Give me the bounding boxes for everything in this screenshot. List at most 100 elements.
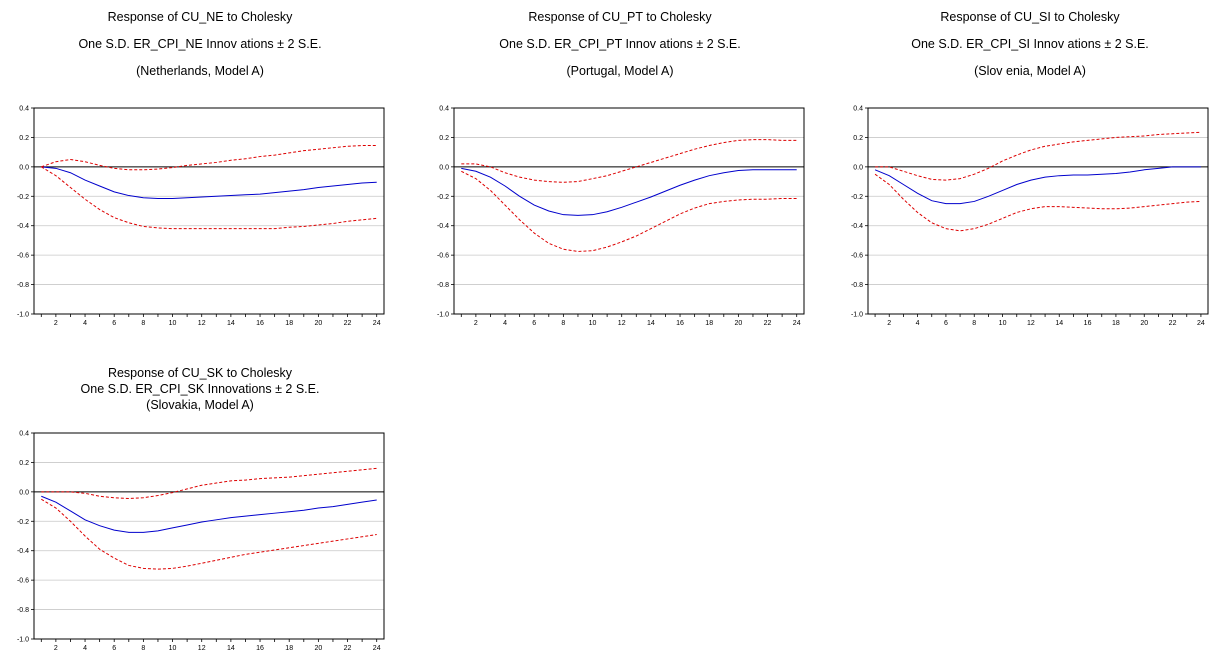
y-tick-label: -1.0 bbox=[17, 312, 29, 319]
x-tick-label: 6 bbox=[944, 320, 948, 327]
y-tick-label: 0.2 bbox=[853, 135, 863, 142]
lower-line bbox=[461, 170, 797, 252]
chart-title-line-2: One S.D. ER_CPI_NE Innov ations ± 2 S.E. bbox=[78, 37, 322, 51]
y-tick-label: -0.6 bbox=[17, 578, 29, 585]
y-tick-label: -0.8 bbox=[17, 282, 29, 289]
x-tick-label: 18 bbox=[1112, 320, 1120, 327]
chart-plot-slovenia: 0.40.20.0-0.2-0.4-0.6-0.8-1.02 4 6 8 10 12 14 1… bbox=[851, 106, 1209, 327]
y-tick-label: 0.2 bbox=[19, 460, 29, 467]
y-tick-label: 0.2 bbox=[439, 135, 449, 142]
y-tick-label: -0.6 bbox=[851, 253, 863, 260]
x-tick-label: 10 bbox=[589, 320, 597, 327]
x-tick-label: 20 bbox=[1140, 320, 1148, 327]
x-tick-label: 6 bbox=[112, 320, 116, 327]
x-tick-label: 10 bbox=[169, 645, 177, 652]
y-tick-label: -0.8 bbox=[437, 282, 449, 289]
response-line bbox=[41, 495, 377, 533]
y-tick-label: -0.8 bbox=[851, 282, 863, 289]
x-tick-label: 12 bbox=[1027, 320, 1035, 327]
x-tick-label: 24 bbox=[1197, 320, 1205, 327]
y-tick-label: 0.0 bbox=[853, 164, 863, 171]
x-tick-label: 2 bbox=[887, 320, 891, 327]
y-tick-label: -0.2 bbox=[17, 519, 29, 526]
x-tick-label: 18 bbox=[705, 320, 713, 327]
x-tick-label: 24 bbox=[373, 645, 381, 652]
response-line bbox=[461, 167, 797, 216]
chart-title-line-1: Response of CU_PT to Cholesky bbox=[528, 10, 712, 24]
y-tick-label: -0.4 bbox=[437, 223, 449, 230]
x-tick-label: 24 bbox=[793, 320, 801, 327]
chart-title-line-3: (Portugal, Model A) bbox=[566, 64, 674, 78]
x-tick-label: 4 bbox=[83, 320, 87, 327]
y-tick-label: 0.0 bbox=[19, 164, 29, 171]
y-tick-label: -0.8 bbox=[17, 607, 29, 614]
y-tick-label: 0.0 bbox=[19, 489, 29, 496]
upper-line bbox=[41, 467, 377, 499]
x-tick-label: 4 bbox=[83, 645, 87, 652]
y-tick-label: 0.4 bbox=[439, 106, 449, 113]
x-tick-label: 14 bbox=[227, 320, 235, 327]
x-tick-label: 22 bbox=[344, 645, 352, 652]
plot-frame bbox=[453, 107, 805, 315]
x-tick-label: 12 bbox=[198, 320, 206, 327]
x-tick-label: 14 bbox=[1055, 320, 1063, 327]
x-tick-label: 24 bbox=[373, 320, 381, 327]
y-tick-label: -1.0 bbox=[17, 637, 29, 644]
chart-title-line-3: (Netherlands, Model A) bbox=[136, 64, 264, 78]
chart-title-line-3: (Slovakia, Model A) bbox=[146, 398, 254, 412]
upper-line bbox=[875, 131, 1201, 181]
upper-line bbox=[41, 145, 377, 171]
chart-plot-slovakia: 0.40.20.0-0.2-0.4-0.6-0.8-1.02 4 6 8 10 12 14 1… bbox=[17, 431, 385, 652]
x-tick-label: 22 bbox=[1169, 320, 1177, 327]
x-tick-label: 16 bbox=[256, 320, 264, 327]
chart-plot-netherlands: 0.40.20.0-0.2-0.4-0.6-0.8-1.02 4 6 8 10 12 14 1… bbox=[17, 106, 385, 327]
y-tick-label: -1.0 bbox=[437, 312, 449, 319]
x-tick-label: 4 bbox=[503, 320, 507, 327]
x-tick-label: 12 bbox=[618, 320, 626, 327]
x-tick-label: 22 bbox=[764, 320, 772, 327]
x-tick-label: 16 bbox=[676, 320, 684, 327]
chart-title-line-1: Response of CU_NE to Cholesky bbox=[107, 10, 293, 24]
chart-title-line-1: Response of CU_SI to Cholesky bbox=[940, 10, 1120, 24]
lower-line bbox=[874, 173, 1201, 232]
y-tick-label: -1.0 bbox=[851, 312, 863, 319]
plot-frame bbox=[33, 107, 385, 315]
response-line bbox=[41, 166, 377, 199]
chart-title-line-3: (Slov enia, Model A) bbox=[974, 64, 1086, 78]
y-tick-label: -0.4 bbox=[851, 223, 863, 230]
x-tick-label: 20 bbox=[314, 645, 322, 652]
x-tick-label: 14 bbox=[227, 645, 235, 652]
lower-line bbox=[41, 166, 377, 230]
y-tick-label: -0.2 bbox=[851, 194, 863, 201]
y-tick-label: 0.0 bbox=[439, 164, 449, 171]
y-tick-label: -0.2 bbox=[437, 194, 449, 201]
x-tick-label: 4 bbox=[916, 320, 920, 327]
x-tick-label: 10 bbox=[999, 320, 1007, 327]
x-tick-label: 8 bbox=[141, 645, 145, 652]
chart-title-line-2: One S.D. ER_CPI_SK Innovations ± 2 S.E. bbox=[80, 382, 320, 396]
y-tick-label: -0.4 bbox=[17, 223, 29, 230]
chart-plot-portugal: 0.40.20.0-0.2-0.4-0.6-0.8-1.02 4 6 8 10 12 14 1… bbox=[437, 106, 805, 327]
lower-line bbox=[41, 498, 377, 570]
y-tick-label: -0.6 bbox=[437, 253, 449, 260]
y-tick-label: 0.2 bbox=[19, 135, 29, 142]
y-tick-label: 0.4 bbox=[19, 431, 29, 438]
y-tick-label: -0.2 bbox=[17, 194, 29, 201]
x-tick-label: 16 bbox=[256, 645, 264, 652]
chart-title-line-1: Response of CU_SK to Cholesky bbox=[107, 366, 293, 380]
y-tick-label: -0.6 bbox=[17, 253, 29, 260]
x-tick-label: 12 bbox=[198, 645, 206, 652]
x-tick-label: 6 bbox=[532, 320, 536, 327]
upper-line bbox=[461, 139, 797, 183]
x-tick-label: 18 bbox=[285, 320, 293, 327]
plot-frame bbox=[33, 432, 385, 640]
x-tick-label: 20 bbox=[734, 320, 742, 327]
x-tick-label: 20 bbox=[314, 320, 322, 327]
x-tick-label: 8 bbox=[141, 320, 145, 327]
plot-frame bbox=[867, 107, 1209, 315]
x-tick-label: 14 bbox=[647, 320, 655, 327]
x-tick-label: 16 bbox=[1084, 320, 1092, 327]
chart-title-line-2: One S.D. ER_CPI_SI Innov ations ± 2 S.E. bbox=[911, 37, 1149, 51]
x-tick-label: 2 bbox=[54, 645, 58, 652]
x-tick-label: 6 bbox=[112, 645, 116, 652]
